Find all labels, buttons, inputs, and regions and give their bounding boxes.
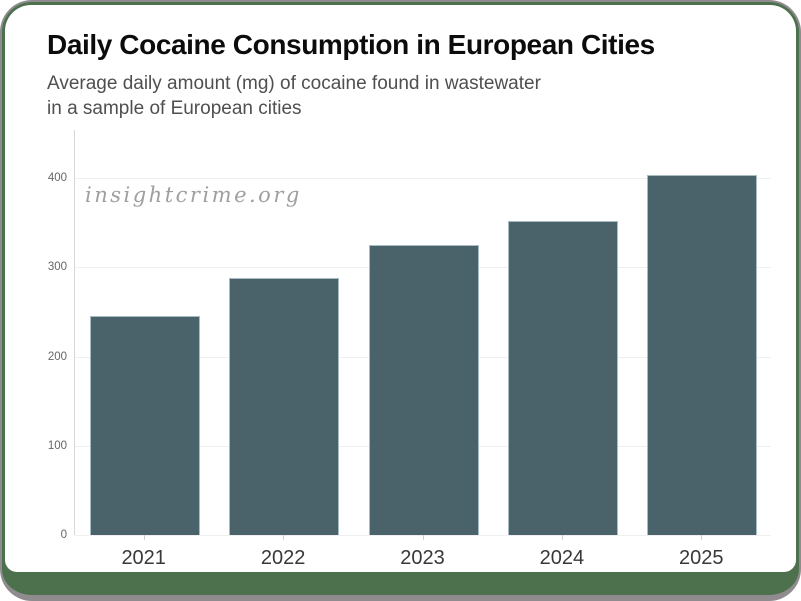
y-tick-label-200: 200 bbox=[47, 350, 67, 363]
chart-card: Daily Cocaine Consumption in European Ci… bbox=[5, 5, 796, 572]
x-tick-mark-2022 bbox=[283, 535, 285, 540]
x-tick-label-2025: 2025 bbox=[679, 547, 724, 569]
bar-2022 bbox=[229, 278, 340, 535]
x-tick-label-2021: 2021 bbox=[121, 547, 166, 569]
x-tick-mark-2025 bbox=[701, 535, 703, 540]
chart-subtitle-line-1: Average daily amount (mg) of cocaine fou… bbox=[47, 73, 541, 94]
bar-2023 bbox=[368, 245, 479, 535]
bar-2024 bbox=[507, 221, 618, 535]
y-tick-label-0: 0 bbox=[60, 529, 67, 541]
x-tick-mark-2021 bbox=[143, 535, 145, 540]
chart-subtitle-line-2: in a sample of European cities bbox=[47, 98, 302, 119]
x-tick-label-2022: 2022 bbox=[260, 547, 306, 569]
x-tick-label-2023: 2023 bbox=[400, 547, 445, 569]
bar-2025 bbox=[647, 174, 758, 535]
bar-2021 bbox=[89, 316, 200, 535]
y-tick-label-300: 300 bbox=[47, 261, 67, 274]
watermark-insightcrime: insightcrime.org bbox=[85, 183, 302, 207]
x-tick-mark-2024 bbox=[561, 535, 563, 540]
y-tick-label-400: 400 bbox=[47, 172, 67, 185]
x-tick-mark-2023 bbox=[422, 535, 424, 540]
y-tick-label-100: 100 bbox=[47, 439, 67, 452]
gridline-400 bbox=[75, 178, 771, 180]
chart-title: Daily Cocaine Consumption in European Ci… bbox=[47, 29, 655, 60]
plot-area bbox=[74, 130, 771, 536]
x-tick-label-2024: 2024 bbox=[539, 547, 585, 569]
chart-subtitle: Average daily amount (mg) of cocaine fou… bbox=[47, 71, 541, 121]
